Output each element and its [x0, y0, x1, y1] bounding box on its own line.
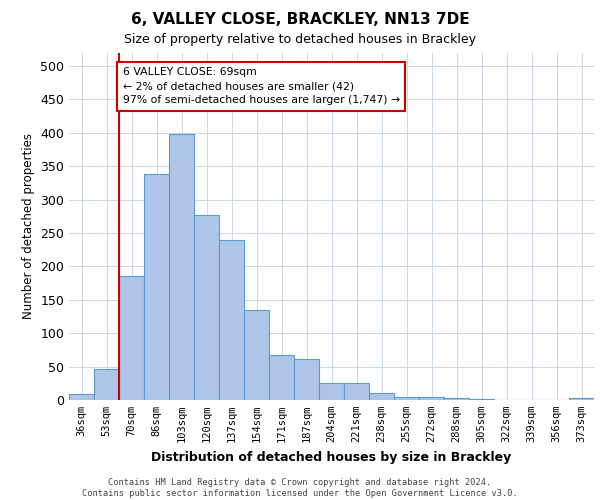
- X-axis label: Distribution of detached houses by size in Brackley: Distribution of detached houses by size …: [151, 450, 512, 464]
- Text: 6 VALLEY CLOSE: 69sqm
← 2% of detached houses are smaller (42)
97% of semi-detac: 6 VALLEY CLOSE: 69sqm ← 2% of detached h…: [123, 67, 400, 105]
- Bar: [269, 355, 294, 400]
- Bar: [219, 240, 244, 400]
- Bar: [319, 384, 344, 400]
- Bar: [94, 370, 119, 400]
- Bar: [394, 396, 419, 400]
- Bar: [344, 384, 369, 400]
- Bar: [369, 392, 394, 400]
- Bar: [294, 358, 319, 400]
- Bar: [469, 398, 494, 400]
- Y-axis label: Number of detached properties: Number of detached properties: [22, 133, 35, 320]
- Bar: [169, 134, 194, 400]
- Bar: [194, 215, 219, 400]
- Bar: [419, 396, 444, 400]
- Text: 6, VALLEY CLOSE, BRACKLEY, NN13 7DE: 6, VALLEY CLOSE, BRACKLEY, NN13 7DE: [131, 12, 469, 28]
- Text: Contains HM Land Registry data © Crown copyright and database right 2024.
Contai: Contains HM Land Registry data © Crown c…: [82, 478, 518, 498]
- Bar: [144, 174, 169, 400]
- Text: Size of property relative to detached houses in Brackley: Size of property relative to detached ho…: [124, 32, 476, 46]
- Bar: [444, 398, 469, 400]
- Bar: [569, 398, 594, 400]
- Bar: [69, 394, 94, 400]
- Bar: [244, 310, 269, 400]
- Bar: [119, 276, 144, 400]
